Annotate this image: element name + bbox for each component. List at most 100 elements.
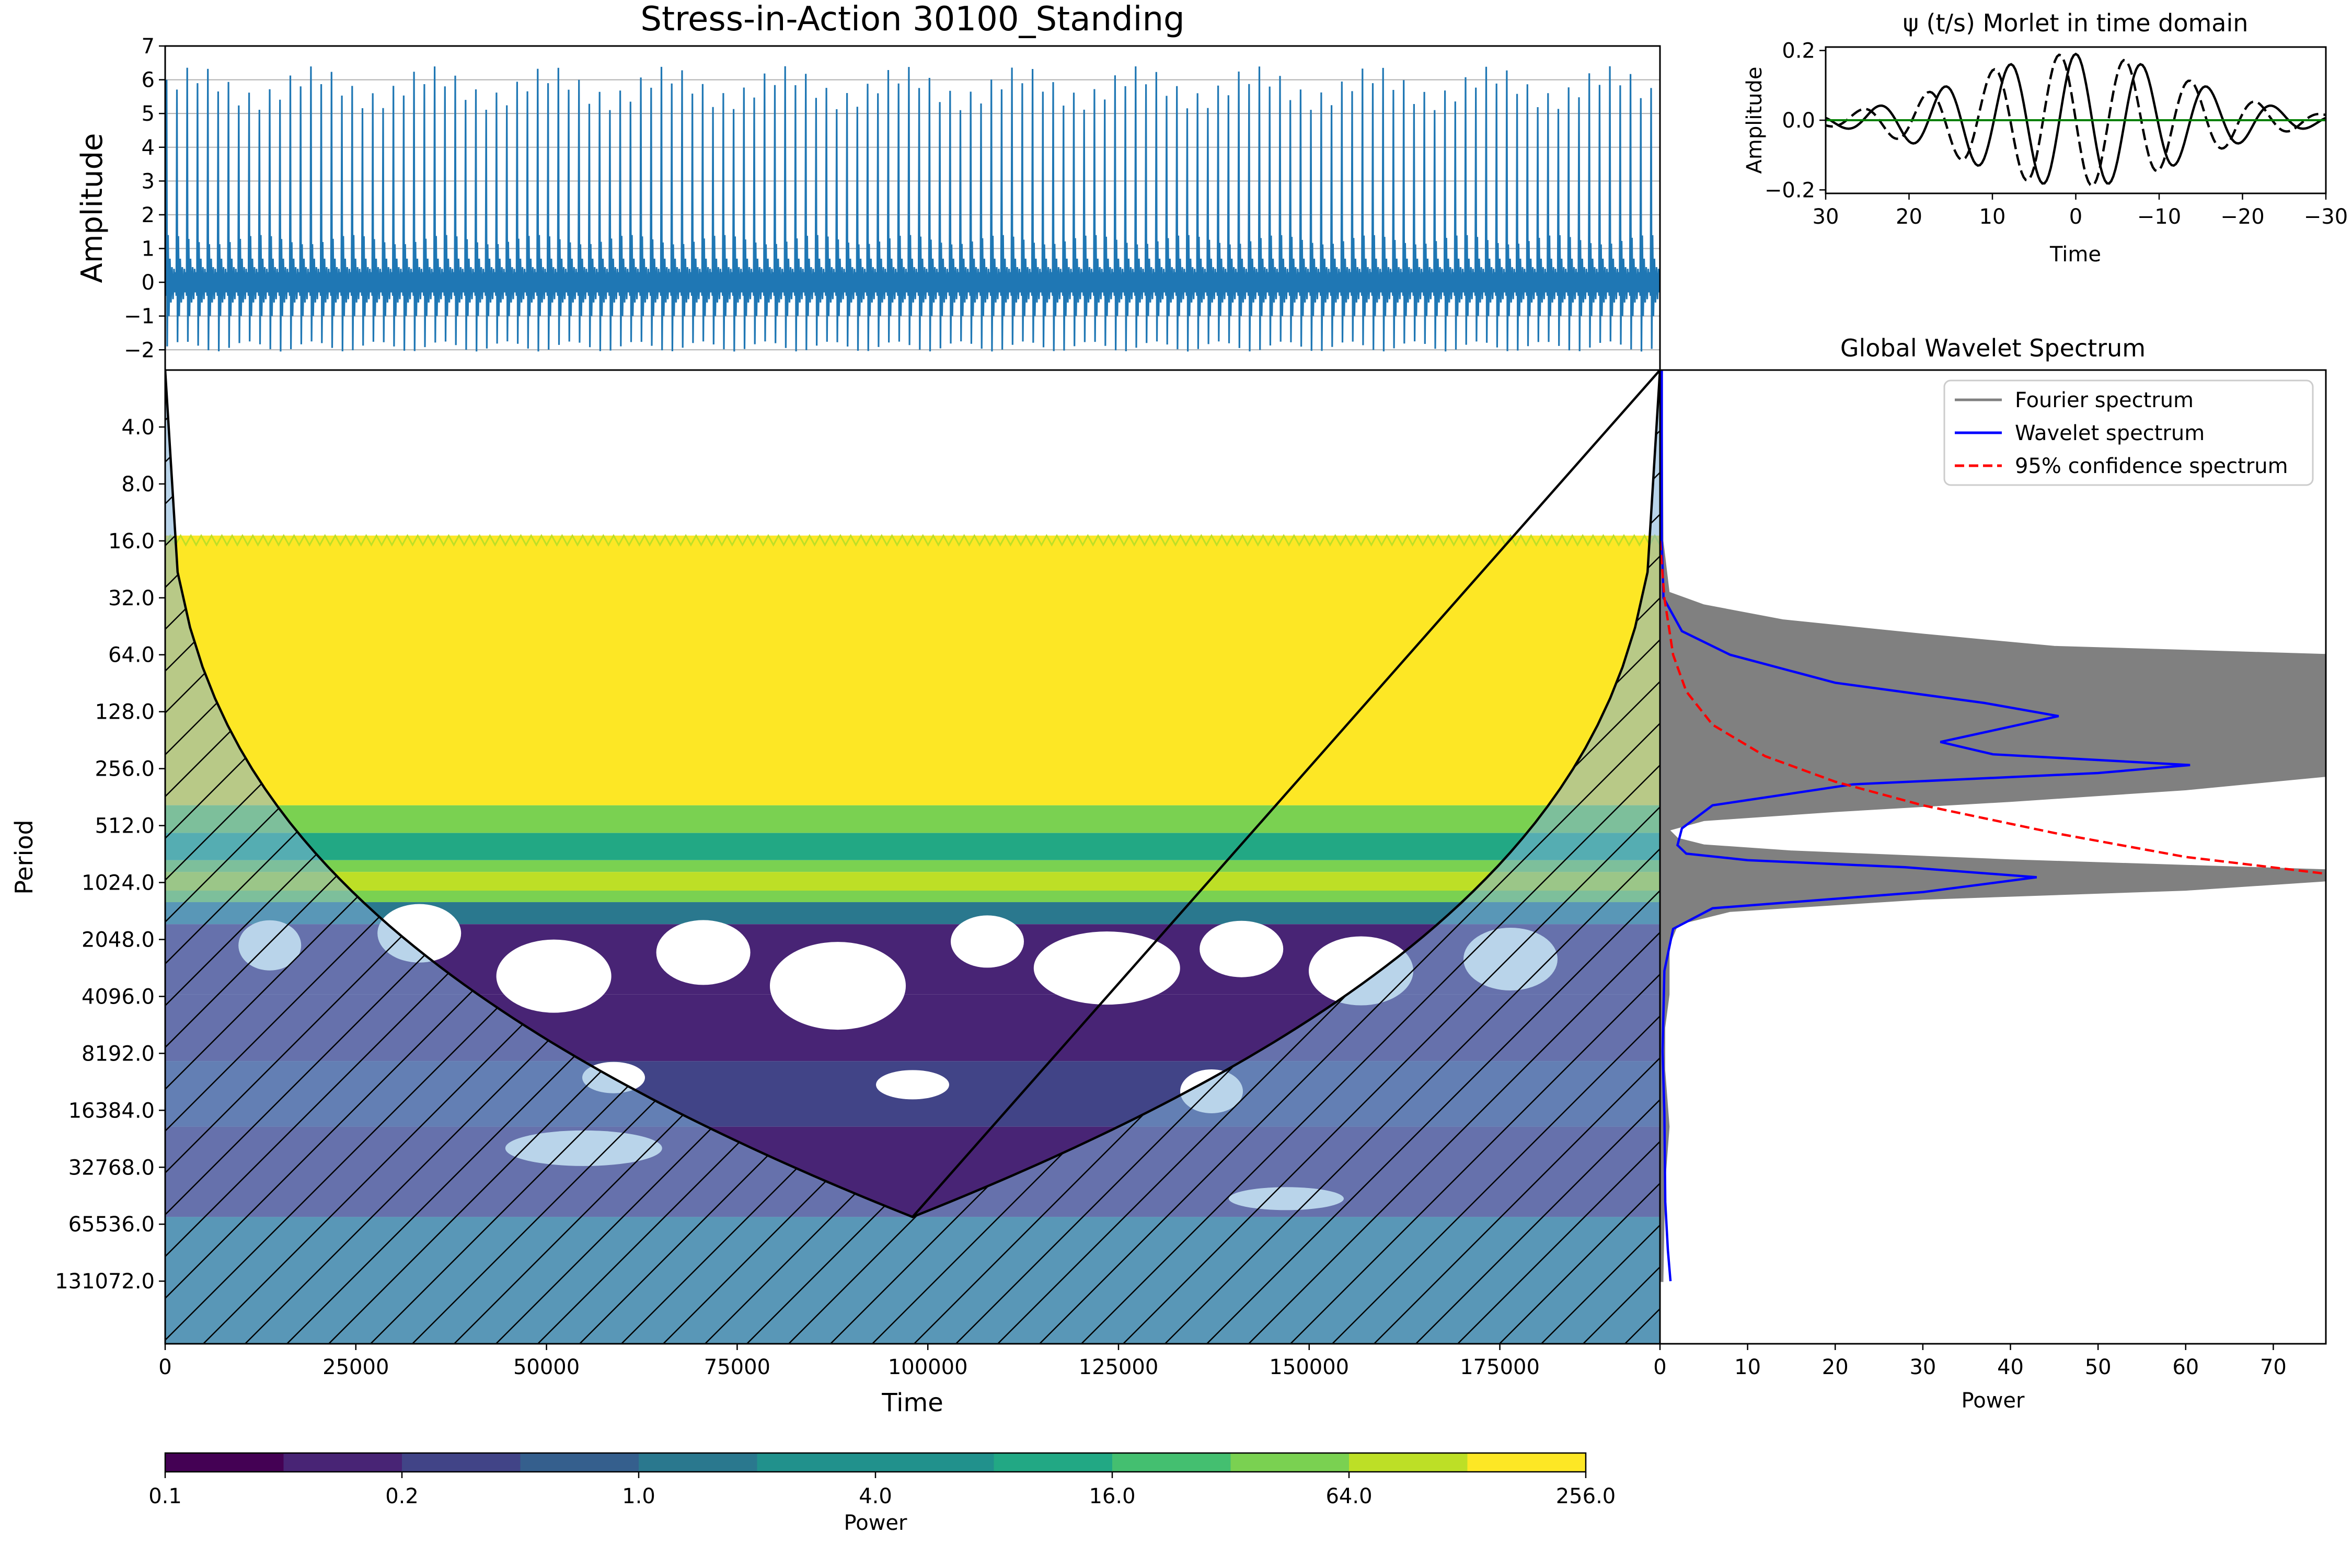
time-series-yticks: 7 6 5 4 3 2 1 0 −1 −2 xyxy=(124,34,165,362)
time-series-panel: Stress-in-Action 30100_Standing Amplitud… xyxy=(75,0,1661,371)
morlet-panel: ψ (t/s) Morlet in time domain Amplitude … xyxy=(1743,9,2348,267)
wavelet-xtick-label: 25000 xyxy=(322,1355,389,1379)
ts-ytick-label: 5 xyxy=(142,102,155,126)
wavelet-power-ticks: 0 25000 50000 75000 100000 125000 150000 175000… xyxy=(55,416,1540,1379)
morlet-imag-curve xyxy=(1826,53,2326,187)
ts-ytick-label: 3 xyxy=(142,169,155,193)
wavelet-ytick-label: 4096.0 xyxy=(82,985,155,1009)
coi-boundary xyxy=(165,370,1660,1218)
wavelet-ytick-label: 16.0 xyxy=(108,529,155,554)
gws-xtick-label: 0 xyxy=(1653,1355,1666,1379)
low-power-patch xyxy=(1033,931,1180,1005)
ts-ytick-label: 1 xyxy=(142,237,155,261)
legend-label: Fourier spectrum xyxy=(2015,388,2194,412)
power-band xyxy=(165,891,1660,903)
wavelet-ytick-label: 32768.0 xyxy=(68,1156,155,1180)
wavelet-xtick-label: 75000 xyxy=(704,1355,770,1379)
wavelet-ytick-label: 32.0 xyxy=(108,586,155,610)
gws-xlabel: Power xyxy=(1962,1389,2025,1413)
time-series-signal xyxy=(165,66,1660,352)
gws-xtick-label: 60 xyxy=(2172,1355,2199,1379)
wavelet-ytick-label: 2048.0 xyxy=(82,928,155,952)
wavelet-ytick-label: 8192.0 xyxy=(82,1042,155,1066)
gws-series-1 xyxy=(1661,370,2190,1282)
colorbar-cell xyxy=(520,1453,639,1472)
gws-xtick-label: 10 xyxy=(1734,1355,1761,1379)
colorbar-cell xyxy=(639,1453,758,1472)
morlet-curves xyxy=(1826,52,2326,187)
gws-frame xyxy=(1659,369,2327,1345)
wavelet-xtick-label: 0 xyxy=(158,1355,171,1379)
morlet-xtick-label: 0 xyxy=(2069,205,2082,229)
ts-ytick-label: 6 xyxy=(142,68,155,93)
colorbar-tick-label: 1.0 xyxy=(622,1484,655,1508)
morlet-xtick-label: 10 xyxy=(1979,205,2006,229)
wavelet-xtick-label: 150000 xyxy=(1269,1355,1349,1379)
colorbar-tick-label: 4.0 xyxy=(859,1484,892,1508)
wavelet-xtick-label: 50000 xyxy=(513,1355,580,1379)
low-power-patch xyxy=(770,942,906,1030)
wavelet-xtick-label: 125000 xyxy=(1079,1355,1159,1379)
low-power-patch xyxy=(876,1070,949,1100)
colorbar-cell xyxy=(165,1453,284,1472)
colorbar-cell xyxy=(1349,1453,1468,1472)
colorbar-cell xyxy=(757,1453,876,1472)
morlet-frame xyxy=(1825,46,2327,194)
morlet-ticks: 30 20 10 0 −10 −20 −30 0.2 0.0 −0.2 xyxy=(1765,39,2348,229)
power-band xyxy=(165,833,1660,860)
gws-curves xyxy=(1660,370,2326,1282)
wavelet-power-panel: 0 25000 50000 75000 100000 125000 150000 175000… xyxy=(10,369,1661,1417)
wavelet-ytick-label: 65536.0 xyxy=(68,1213,155,1237)
wavelet-ytick-label: 4.0 xyxy=(121,416,155,440)
wavelet-xtick-label: 175000 xyxy=(1460,1355,1540,1379)
wavelet-ytick-label: 128.0 xyxy=(95,700,155,724)
coi-hatch xyxy=(165,370,1660,1344)
wavelet-ytick-label: 256.0 xyxy=(95,757,155,781)
colorbar-label: Power xyxy=(844,1511,907,1535)
colorbar-cell xyxy=(1230,1453,1350,1472)
ts-signal-line xyxy=(165,66,1660,352)
colorbar-tick-label: 64.0 xyxy=(1325,1484,1372,1508)
ts-ytick-label: 4 xyxy=(142,136,155,160)
morlet-xtick-label: 20 xyxy=(1896,205,1922,229)
colorbar-tick-label: 256.0 xyxy=(1556,1484,1616,1508)
power-band xyxy=(165,535,1660,805)
ts-ytick-label: −2 xyxy=(124,338,155,362)
power-band xyxy=(165,805,1660,833)
morlet-ytick-label: 0.2 xyxy=(1782,39,1815,63)
colorbar-tick-label: 16.0 xyxy=(1089,1484,1135,1508)
time-series-title: Stress-in-Action 30100_Standing xyxy=(640,0,1184,39)
colorbar-tick-label: 0.1 xyxy=(148,1484,182,1508)
gws-series-2 xyxy=(1660,540,2326,875)
colorbar-cell xyxy=(1467,1453,1586,1472)
wavelet-ylabel: Period xyxy=(10,820,38,894)
wavelet-ytick-label: 1024.0 xyxy=(82,871,155,895)
gws-xtick-label: 20 xyxy=(1822,1355,1849,1379)
gws-xtick-label: 30 xyxy=(1909,1355,1936,1379)
morlet-xtick-label: 30 xyxy=(1813,205,1839,229)
colorbar-cell xyxy=(994,1453,1113,1472)
gws-xtick-label: 70 xyxy=(2260,1355,2287,1379)
gws-legend: Fourier spectrum Wavelet spectrum 95% conf… xyxy=(1943,379,2314,486)
colorbar-cell xyxy=(1112,1453,1231,1472)
morlet-xtick-label: −30 xyxy=(2304,205,2348,229)
gws-title: Global Wavelet Spectrum xyxy=(1840,334,2146,362)
wavelet-power-heatmap xyxy=(165,370,1660,1344)
colorbar-cell xyxy=(875,1453,995,1472)
ts-ytick-label: −1 xyxy=(124,305,155,329)
colorbar-tick-label: 0.2 xyxy=(385,1484,419,1508)
wavelet-ytick-label: 8.0 xyxy=(121,472,155,497)
ts-ytick-label: 2 xyxy=(142,203,155,227)
wavelet-ytick-label: 131072.0 xyxy=(55,1270,155,1294)
low-power-patch xyxy=(1200,920,1284,977)
power-band xyxy=(165,872,1660,891)
morlet-ylabel: Amplitude xyxy=(1743,67,1767,174)
legend-label: 95% confidence spectrum xyxy=(2015,454,2288,478)
low-power-patch xyxy=(656,920,751,985)
legend-label: Wavelet spectrum xyxy=(2015,421,2205,445)
colorbar-cell xyxy=(283,1453,402,1472)
wavelet-ytick-label: 16384.0 xyxy=(68,1099,155,1123)
time-series-ylabel: Amplitude xyxy=(75,133,109,283)
morlet-xtick-label: −20 xyxy=(2220,205,2264,229)
